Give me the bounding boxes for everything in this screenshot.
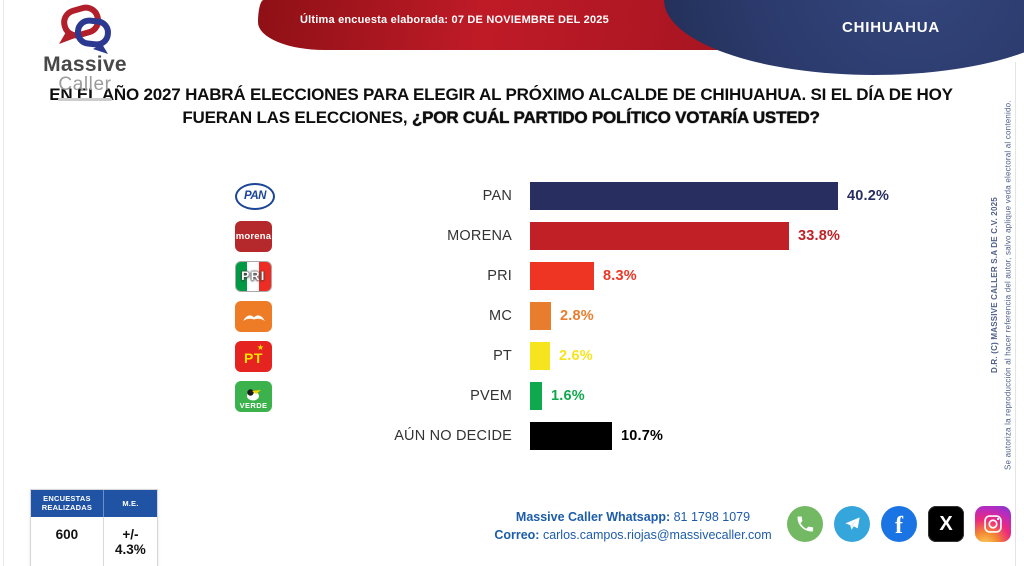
facebook-f-glyph: f [895,512,903,539]
bar-value: 40.2% [847,188,890,204]
bar [530,302,551,330]
bar [530,182,838,210]
massive-caller-logo: Massive Caller [20,4,150,101]
legal-vertical-note: D.R. (C) MASSIVE CALLER S.A DE C.V. 2025… [988,70,1015,500]
bar [530,422,612,450]
chart-row-a-n-no-decide: AÚN NO DECIDE 10.7% [235,416,955,456]
bar-label: PRI [487,268,512,284]
bar-value: 2.6% [559,348,593,364]
brand-tagline-bar [58,97,112,101]
margin-of-error: +/- 4.3% [102,516,157,566]
navy-header-shape [664,0,1024,75]
verde-party-logo: VERDE [235,380,272,412]
chart-row-morena: morena MORENA 33.8% [235,216,955,256]
left-frame-line [3,0,4,566]
verde-toucan-icon [246,388,261,400]
chart-row-pvem: VERDE PVEM 1.6% [235,376,955,416]
bar-value: 2.8% [560,308,594,324]
party-logo-cell: VERDE [235,380,295,412]
right-frame-line [1015,62,1016,566]
morena-logo-text: morena [235,230,272,242]
stats-value-row: 600 +/- 4.3% [31,516,157,566]
verde-logo-text: VERDE [239,400,268,410]
bar-value: 1.6% [551,388,585,404]
chart-row-pt: PT ★ PT 2.6% [235,336,955,376]
pan-logo-text: PAN [235,182,275,210]
email-line: Correo: carlos.campos.riojas@massivecall… [433,527,833,545]
speech-bubbles-icon [59,4,111,54]
bar-value: 10.7% [621,428,664,444]
whatsapp-number: 81 1798 1079 [670,510,751,524]
stats-header-surveys: ENCUESTAS REALIZADAS [41,494,93,513]
x-twitter-icon[interactable]: X [928,506,964,542]
bar-label: PAN [482,188,512,204]
sample-stats-table: ENCUESTAS REALIZADAS M.E. 600 +/- 4.3% [30,489,158,566]
bar [530,262,594,290]
whatsapp-line: Massive Caller Whatsapp: 81 1798 1079 [433,509,833,527]
pt-party-logo: PT ★ [235,340,272,372]
bar [530,222,789,250]
chart-row-pan: PAN PAN 40.2% [235,176,955,216]
morena-party-logo: morena [235,220,272,252]
question-line2-emphasis: ¿POR CUÁL PARTIDO POLÍTICO VOTARÍA USTED… [411,107,820,127]
x-glyph: X [939,512,953,535]
question-line1: EN EL AÑO 2027 HABRÁ ELECCIONES PARA ELE… [49,85,953,104]
stats-header-row: ENCUESTAS REALIZADAS M.E. [31,490,157,517]
party-logo-cell [235,300,295,332]
bar-label: MC [489,308,512,324]
survey-date-text: Última encuesta elaborada: 07 DE NOVIEMB… [300,14,609,26]
bar-label: PT [493,348,512,364]
instagram-icon[interactable] [975,506,1011,542]
pt-logo-text: PT [244,350,263,366]
reproduction-notice: Se autoriza la reproducción al hacer ref… [1003,100,1013,470]
email-address[interactable]: carlos.campos.riojas@massivecaller.com [539,527,772,542]
surveys-count: 600 [55,526,79,542]
stats-header-margin: M.E. [102,490,157,517]
mc-party-logo [235,300,272,332]
telegram-icon[interactable] [834,506,870,542]
bar-value: 33.8% [798,228,841,244]
party-logo-cell: PT ★ [235,340,295,372]
bar-value: 8.3% [603,268,637,284]
bar-label: MORENA [447,228,512,244]
whatsapp-label: Massive Caller Whatsapp: [515,510,671,524]
mc-eagle-icon [242,314,265,321]
chart-row-mc: MC 2.8% [235,296,955,336]
social-icons-bar: f X [787,506,1011,542]
pan-party-logo: PAN [235,181,275,211]
bar [530,382,542,410]
copyright-text: D.R. (C) MASSIVE CALLER S.A DE C.V. 2025 [989,197,999,373]
whatsapp-icon[interactable] [787,506,823,542]
email-label: Correo: [494,527,540,542]
chart-row-pri: PRI PRI 8.3% [235,256,955,296]
facebook-icon[interactable]: f [881,506,917,542]
bar [530,342,550,370]
brand-subname: Caller [58,74,112,95]
party-logo-cell: PRI [235,260,295,292]
party-logo-cell: PAN [235,181,295,211]
region-title: CHIHUAHUA [841,19,940,36]
question-line2-prefix: FUERAN LAS ELECCIONES, [182,107,412,127]
bar-chart: PAN PAN 40.2% morena MORENA 33.8% PRI PRI 8.3% MC… [235,176,955,456]
poll-question: EN EL AÑO 2027 HABRÁ ELECCIONES PARA ELE… [48,84,954,130]
contact-block: Massive Caller Whatsapp: 81 1798 1079 Co… [433,509,833,544]
party-logo-cell: morena [235,220,295,252]
brand-name: Massive [43,53,127,76]
pri-logo-text: PRI [241,269,266,283]
bar-label: PVEM [470,388,512,404]
pt-star-icon: ★ [256,342,264,352]
bar-label: AÚN NO DECIDE [394,428,512,444]
pri-party-logo: PRI [235,260,272,292]
